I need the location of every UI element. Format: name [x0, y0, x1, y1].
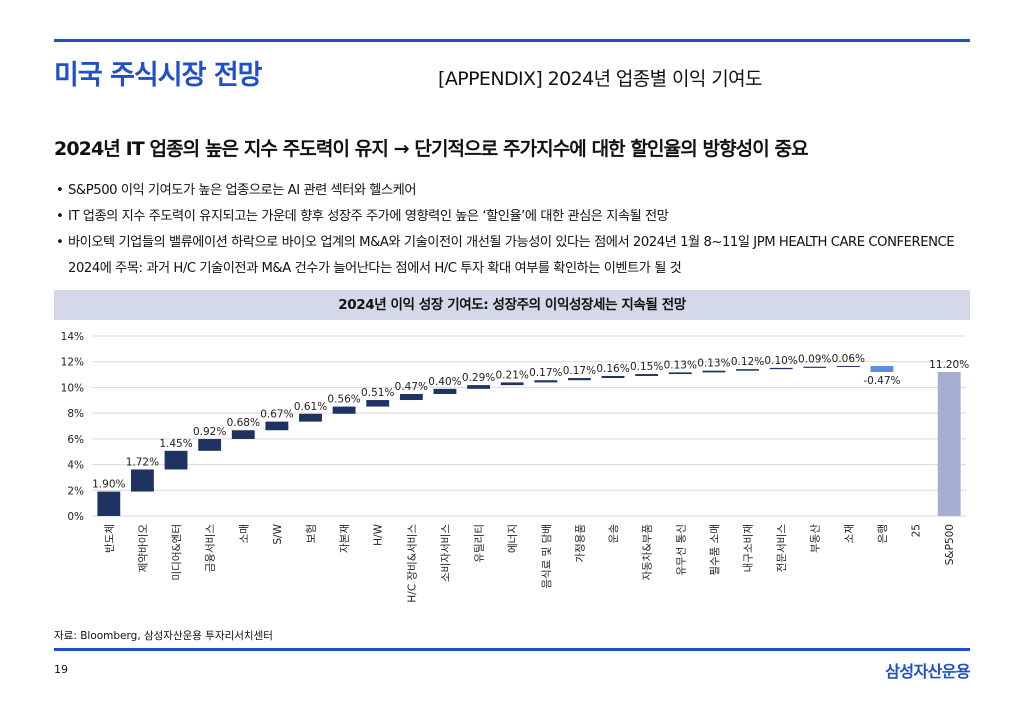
page-title: 미국 주식시장 전망	[54, 60, 263, 91]
x-tick-label: H/W	[373, 523, 385, 545]
data-label: 0.15%	[630, 361, 663, 373]
bar	[937, 372, 961, 516]
data-label: 0.21%	[496, 369, 529, 381]
y-tick-label: 10%	[61, 382, 84, 394]
bar	[332, 406, 356, 414]
x-tick-label: 보험	[306, 524, 318, 543]
x-tick-label: 은행	[877, 524, 889, 543]
data-label: 0.29%	[462, 372, 495, 384]
bar	[635, 374, 659, 376]
bar	[265, 421, 289, 431]
data-label: 0.06%	[832, 353, 865, 365]
data-label: 0.67%	[260, 409, 293, 421]
data-label: 1.45%	[159, 438, 192, 450]
x-tick-label: 유틸리티	[473, 524, 486, 563]
waterfall-chart: 0% 2% 4% 6% 8% 10% 12% 14% 1.90% 반도체 1.72% 제약바이오 1.4…	[61, 331, 970, 603]
data-label: 0.92%	[193, 426, 226, 438]
bar	[130, 469, 154, 492]
x-tick-label: 소매	[238, 524, 250, 543]
x-tick-label: 가정용품	[574, 524, 586, 563]
bar	[366, 400, 390, 407]
x-tick-label: 소비자서비스	[440, 524, 452, 582]
source-note: 자료: Bloomberg, 삼성자산운용 투자리서치센터	[54, 630, 273, 642]
y-tick-label: 12%	[61, 357, 84, 369]
x-tick-label: 음식료 및 담배	[541, 524, 553, 589]
x-tick-label: 부동산	[810, 524, 822, 553]
bullet-list: S&P500 이익 기여도가 높은 업종으로는 AI 관련 섹터와 헬스케어 I…	[56, 178, 976, 282]
data-label: 0.47%	[395, 381, 428, 393]
bar	[399, 393, 423, 401]
bar	[836, 365, 860, 367]
data-label: 0.68%	[227, 417, 260, 429]
data-label: -0.47%	[863, 375, 900, 387]
chart-title: 2024년 이익 성장 기여도: 성장주의 이익성장세는 지속될 전망	[54, 290, 970, 320]
bar	[500, 382, 524, 386]
data-label: 1.72%	[126, 456, 159, 468]
bar	[870, 365, 894, 372]
y-tick-label: 8%	[67, 408, 84, 420]
bar	[299, 413, 322, 422]
section-subtitle: 2024년 IT 업종의 높은 지수 주도력이 유지 → 단기적으로 주가지수에…	[54, 138, 809, 160]
data-label: 0.10%	[764, 355, 797, 367]
data-label: 0.56%	[327, 394, 360, 406]
bar	[601, 375, 625, 379]
data-label: 0.17%	[563, 365, 596, 377]
bar	[702, 370, 726, 373]
x-tick-label: S&P500	[944, 524, 956, 565]
bar	[164, 450, 188, 470]
y-tick-label: 4%	[67, 460, 84, 472]
x-tick-label: 필수품 소매	[709, 524, 721, 576]
bullet-item: S&P500 이익 기여도가 높은 업종으로는 AI 관련 섹터와 헬스케어	[56, 178, 976, 204]
bar	[736, 369, 759, 371]
x-tick-label: 내구소비재	[743, 524, 755, 572]
bar	[433, 388, 457, 394]
x-tick-label: 자본재	[339, 524, 351, 553]
x-tick-label: 25	[911, 524, 923, 537]
bar	[803, 366, 827, 368]
data-label: 0.12%	[731, 356, 764, 368]
data-label: 0.09%	[798, 354, 831, 366]
data-label: 0.61%	[294, 401, 327, 413]
x-tick-label: 소재	[843, 524, 855, 543]
x-tick-label: H/C 장비&서비스	[406, 524, 418, 603]
appendix-title: [APPENDIX] 2024년 업종별 이익 기여도	[438, 68, 762, 90]
x-tick-label: 전문서비스	[776, 524, 788, 573]
data-label: 11.20%	[929, 359, 969, 371]
y-tick-label: 14%	[61, 331, 84, 343]
data-label: 0.51%	[361, 387, 394, 399]
bar	[231, 430, 255, 439]
x-tick-label: S/W	[272, 523, 284, 544]
data-label: 0.17%	[529, 367, 562, 379]
data-label: 0.13%	[664, 359, 697, 371]
bar	[769, 367, 793, 370]
page-number: 19	[54, 663, 68, 676]
data-label: 1.90%	[92, 479, 125, 491]
brand-logo-text: 삼성자산운용	[885, 662, 970, 681]
bar	[97, 491, 121, 516]
x-tick-label: 미디어&엔터	[171, 524, 183, 581]
y-tick-label: 0%	[67, 511, 84, 523]
bar	[567, 378, 591, 381]
bar	[668, 372, 692, 375]
bar	[534, 380, 558, 383]
top-divider	[54, 39, 970, 42]
x-tick-label: 유무선 통신	[675, 524, 687, 576]
x-tick-label: 금융서비스	[205, 524, 217, 573]
bar	[198, 438, 222, 451]
x-tick-label: 자동차&부품	[642, 524, 654, 581]
data-label: 0.13%	[697, 358, 730, 370]
y-tick-label: 2%	[67, 485, 84, 497]
bullet-item: 바이오텍 기업들의 밸류에이션 하락으로 바이오 업계의 M&A와 기술이전이 …	[56, 230, 976, 282]
data-label: 0.16%	[596, 363, 629, 375]
bottom-divider	[54, 648, 970, 651]
data-label: 0.40%	[428, 376, 461, 388]
y-tick-label: 6%	[67, 434, 84, 446]
bar	[467, 385, 491, 389]
bullet-item: IT 업종의 지수 주도력이 유지되고는 가운데 향후 성장주 주가에 영향력인…	[56, 204, 976, 230]
x-tick-label: 운송	[608, 524, 620, 544]
x-tick-label: 반도체	[104, 524, 116, 553]
x-tick-label: 제약바이오	[137, 524, 149, 573]
x-tick-label: 에너지	[507, 524, 519, 553]
